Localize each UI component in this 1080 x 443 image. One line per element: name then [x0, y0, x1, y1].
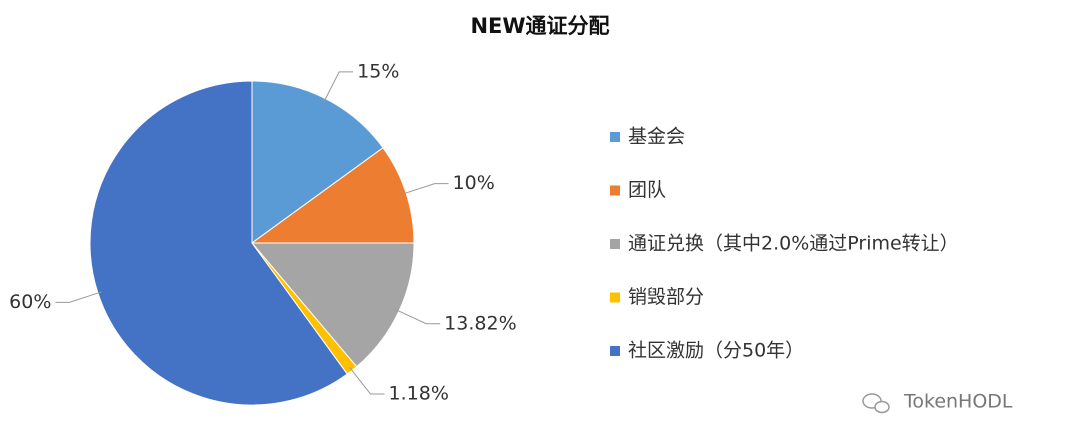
legend-swatch [610, 239, 620, 249]
legend-label: 销毁部分 [628, 286, 704, 308]
data-label: 1.18% [389, 383, 449, 405]
watermark: TokenHODL [903, 391, 1013, 413]
leader-line [402, 183, 449, 195]
chart-title: NEW通证分配 [470, 14, 609, 38]
legend-swatch [610, 132, 620, 142]
leader-line [395, 309, 441, 325]
data-label: 60% [9, 291, 51, 313]
watermark-icon [862, 393, 890, 414]
leader-line [349, 366, 385, 395]
legend-swatch [610, 292, 620, 303]
legend-label: 社区激励（分50年） [628, 340, 804, 362]
legend-label: 基金会 [628, 126, 685, 148]
legend-swatch [610, 346, 620, 356]
data-label: 13.82% [444, 312, 516, 334]
data-label: 15% [357, 60, 399, 82]
leader-line [323, 71, 354, 103]
data-label: 10% [453, 172, 495, 194]
legend-label: 团队 [628, 179, 666, 201]
leader-line [55, 291, 102, 303]
legend-swatch [610, 185, 620, 196]
legend-label: 通证兑换（其中2.0%通过Prime转让） [628, 233, 959, 255]
